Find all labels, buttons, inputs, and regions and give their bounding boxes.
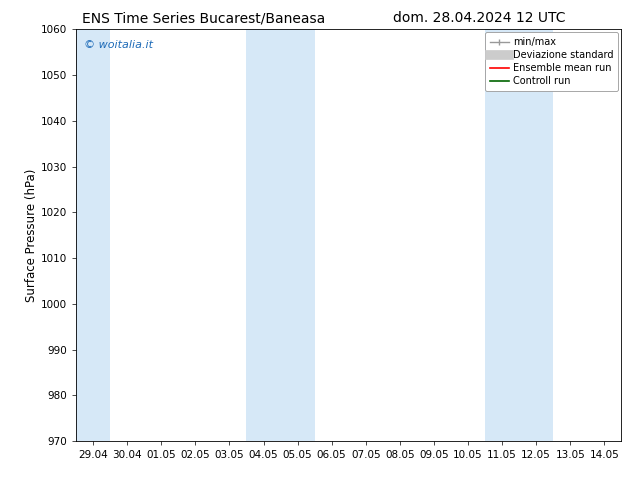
Bar (76, 29, 110, 441)
Text: © woitalia.it: © woitalia.it (84, 40, 153, 49)
Text: ENS Time Series Bucarest/Baneasa: ENS Time Series Bucarest/Baneasa (82, 11, 326, 25)
Legend: min/max, Deviazione standard, Ensemble mean run, Controll run: min/max, Deviazione standard, Ensemble m… (485, 32, 618, 91)
Text: dom. 28.04.2024 12 UTC: dom. 28.04.2024 12 UTC (393, 11, 566, 25)
Bar (247, 29, 314, 441)
Bar (485, 29, 553, 441)
Y-axis label: Surface Pressure (hPa): Surface Pressure (hPa) (25, 169, 38, 302)
